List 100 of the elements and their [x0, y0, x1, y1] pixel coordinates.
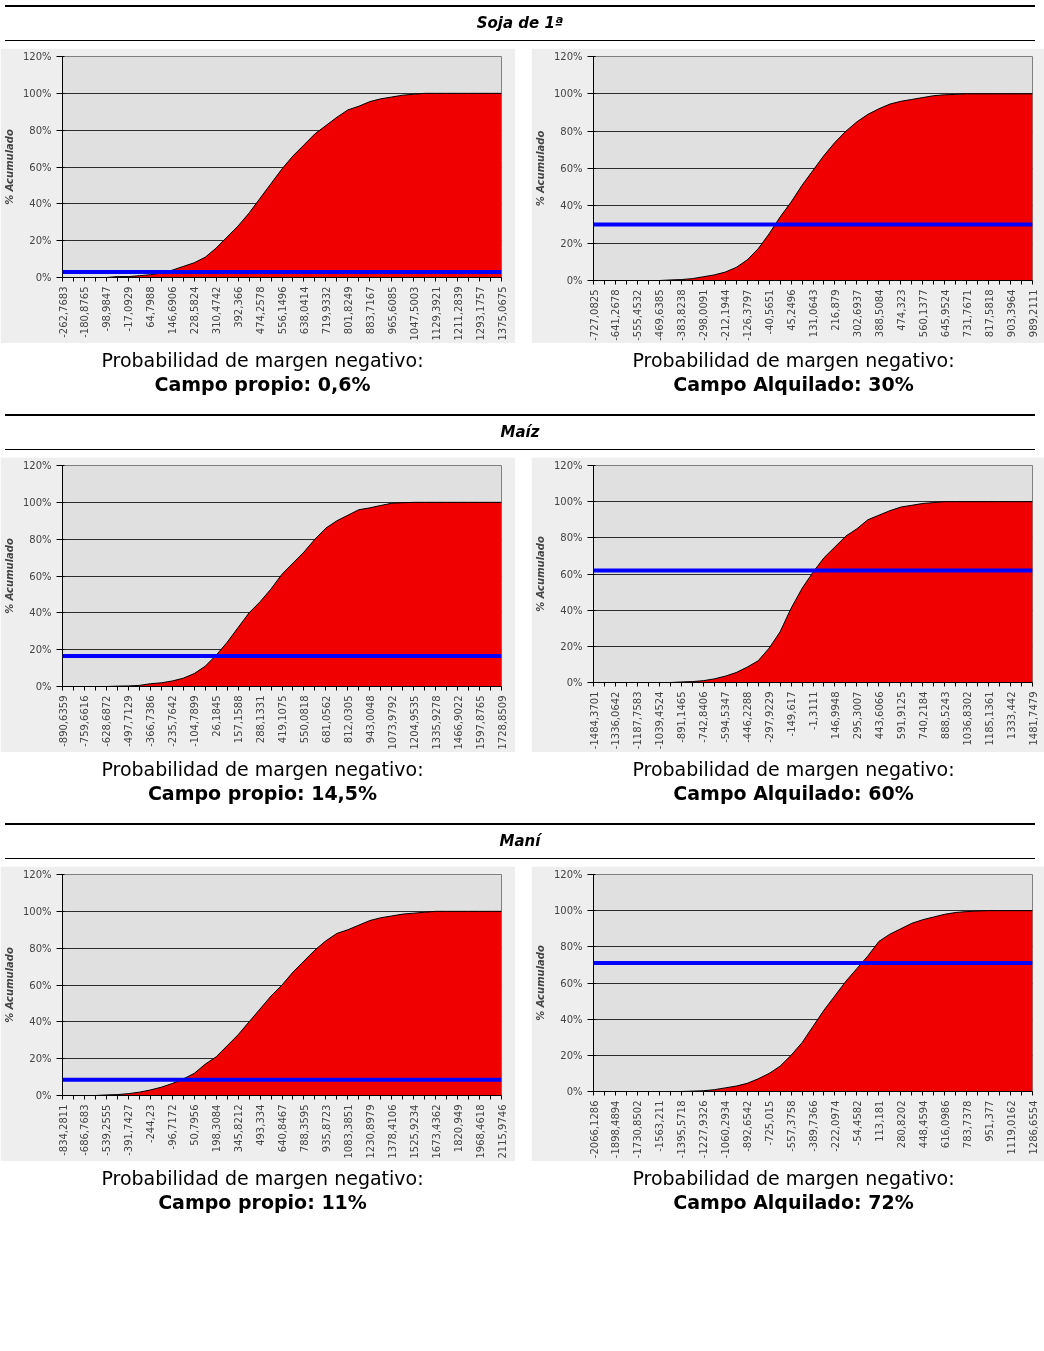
- x-tick-label: 812,0305: [342, 695, 354, 744]
- y-axis-title: % Acumulado: [3, 538, 15, 614]
- x-tick-label: 198,3084: [211, 1104, 223, 1153]
- x-tick-label: -1336,0642: [610, 691, 622, 750]
- x-tick-label: -54,4582: [851, 1100, 863, 1146]
- x-tick-label: 228,5824: [189, 286, 201, 335]
- y-tick-label: 120%: [22, 869, 52, 880]
- x-tick-label: -366,7386: [145, 695, 157, 747]
- x-tick-label: 935,8723: [320, 1104, 332, 1153]
- x-tick-label: 1335,9278: [430, 695, 442, 750]
- y-axis-title: % Acumulado: [534, 130, 546, 207]
- x-tick-label: -1,3111: [808, 691, 819, 731]
- x-tick-label: 448,4594: [917, 1100, 929, 1149]
- x-tick-label: -222,0974: [829, 1100, 841, 1152]
- x-tick-label: -126,3797: [742, 289, 754, 341]
- x-tick-label: 493,334: [255, 1104, 267, 1146]
- x-tick-label: -104,7899: [189, 695, 201, 747]
- text: Campo propio: 0,6%: [153, 372, 372, 396]
- x-tick-label: -1484,3701: [588, 691, 600, 750]
- x-tick-label: -759,6616: [79, 695, 91, 747]
- x-tick-label: 1378,4106: [386, 1104, 398, 1159]
- x-tick-label: -212,1944: [720, 289, 732, 341]
- x-tick-label: -391,7427: [123, 1104, 135, 1156]
- x-tick-label: 1820,949: [452, 1104, 464, 1153]
- y-tick-label: 20%: [29, 1053, 52, 1065]
- x-tick-label: -244,23: [145, 1104, 157, 1144]
- y-tick-label: 20%: [560, 1049, 583, 1061]
- x-tick-label: -98,9847: [101, 286, 113, 332]
- x-tick-label: 681,0562: [320, 695, 332, 744]
- y-tick-label: 60%: [29, 570, 52, 582]
- x-tick-label: 392,366: [233, 286, 245, 328]
- x-tick-label: -539,2555: [101, 1104, 113, 1156]
- y-tick-label: 120%: [22, 51, 52, 62]
- x-tick-label: 560,1377: [917, 289, 929, 338]
- x-tick-label: -1227,9326: [698, 1100, 710, 1159]
- x-tick-label: 788,3595: [298, 1104, 310, 1153]
- x-tick-label: -641,2678: [610, 289, 622, 341]
- x-tick-label: 1333,442: [1005, 691, 1017, 740]
- x-tick-label: -1730,8502: [632, 1100, 644, 1159]
- x-tick-label: 965,6085: [386, 286, 398, 335]
- x-tick-label: 883,7167: [364, 286, 376, 335]
- x-tick-label: -389,7366: [808, 1100, 819, 1152]
- x-tick-label: 1036,8302: [961, 691, 973, 746]
- x-tick-label: 443,6066: [873, 691, 885, 740]
- x-tick-label: -297,9229: [764, 691, 776, 743]
- x-tick-label: 26,1845: [211, 695, 223, 737]
- x-tick-label: 1129,3921: [430, 286, 442, 341]
- y-tick-label: 100%: [553, 496, 583, 508]
- x-tick-label: 310,4742: [211, 286, 223, 335]
- x-tick-label: 1211,2839: [452, 286, 464, 341]
- x-tick-label: 1073,9792: [386, 695, 398, 750]
- x-tick-label: -727,0825: [588, 289, 600, 341]
- y-axis-title: % Acumulado: [534, 945, 546, 1021]
- y-tick-label: 40%: [29, 198, 52, 210]
- x-tick-label: 888,5243: [939, 691, 951, 740]
- x-tick-label: -1563,211: [654, 1100, 666, 1152]
- x-tick-label: -40,5651: [764, 289, 776, 335]
- x-tick-label: 1597,8765: [474, 695, 486, 750]
- y-tick-label: 120%: [553, 51, 583, 62]
- x-tick-label: 113,181: [873, 1100, 885, 1142]
- x-tick-label: -17,0929: [123, 286, 135, 332]
- y-tick-label: 100%: [553, 905, 583, 917]
- y-tick-label: 0%: [35, 681, 52, 692]
- x-tick-label: 45,2496: [786, 289, 798, 331]
- x-tick-label: 131,0643: [808, 289, 819, 338]
- y-tick-label: 80%: [560, 941, 583, 953]
- y-tick-label: 40%: [560, 200, 583, 212]
- text: Probabilidad de margen negativo:: [631, 757, 956, 781]
- x-tick-label: 1375,0675: [496, 286, 508, 341]
- text: Probabilidad de margen negativo:: [631, 348, 956, 372]
- y-tick-label: 120%: [553, 869, 583, 880]
- x-tick-label: 1293,1757: [474, 286, 486, 341]
- x-tick-label: -686,7683: [79, 1104, 91, 1156]
- y-tick-label: 20%: [29, 644, 52, 656]
- x-tick-label: -235,7642: [167, 695, 179, 747]
- y-tick-label: 120%: [553, 460, 583, 471]
- y-tick-label: 80%: [29, 533, 52, 545]
- x-tick-label: 1083,3851: [342, 1104, 354, 1159]
- x-tick-label: 288,1331: [255, 695, 267, 744]
- x-tick-label: 801,8249: [342, 286, 354, 335]
- x-tick-label: 640,8467: [277, 1104, 288, 1153]
- x-tick-label: 1230,8979: [364, 1104, 376, 1159]
- x-tick-label: 989,2111: [1027, 289, 1039, 338]
- y-tick-label: 0%: [35, 1090, 52, 1101]
- x-tick-label: 817,5818: [983, 289, 995, 338]
- x-tick-label: -834,2811: [57, 1104, 69, 1156]
- y-tick-label: 0%: [566, 275, 583, 286]
- x-tick-label: -96,7172: [167, 1104, 179, 1150]
- x-tick-label: 550,0818: [298, 695, 310, 744]
- y-tick-label: 40%: [29, 607, 52, 619]
- x-tick-label: 146,9948: [829, 691, 841, 740]
- x-tick-label: 1728,8509: [496, 695, 508, 750]
- x-tick-label: 740,2184: [917, 691, 929, 740]
- x-tick-label: 1119,0162: [1005, 1100, 1017, 1155]
- x-tick-label: 638,0414: [298, 286, 310, 335]
- y-tick-label: 80%: [29, 124, 52, 136]
- y-tick-label: 20%: [560, 640, 583, 652]
- x-tick-label: -446,2288: [742, 691, 754, 743]
- chart-title: Maní: [5, 823, 1035, 860]
- text: Campo propio: 14,5%: [146, 781, 379, 805]
